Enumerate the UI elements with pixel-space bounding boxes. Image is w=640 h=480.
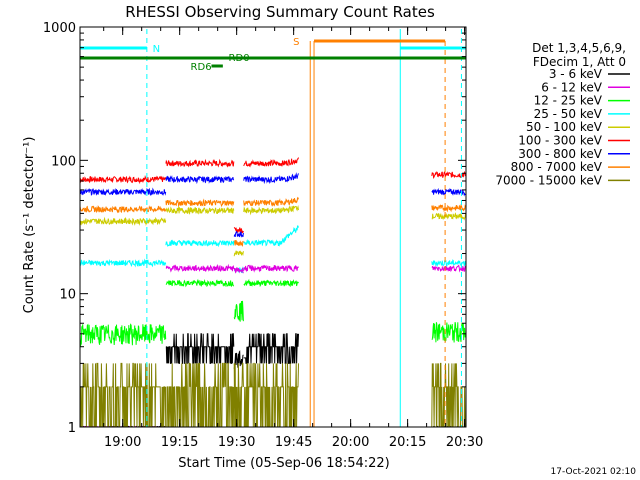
plot-frame [79, 26, 467, 428]
axes: N S RD6 RD0 1 10 100 1000 19:00 19:15 19:30 19:45 20… [43, 21, 483, 450]
x-tick-label: 19:00 [104, 435, 141, 450]
legend-label: 7000 - 15000 keV [495, 173, 602, 187]
legend-label: 6 - 12 keV [541, 80, 603, 94]
x-axis-label: Start Time (05-Sep-06 18:54:22) [178, 456, 389, 471]
x-tick-label: 20:30 [446, 435, 483, 450]
legend-label: 25 - 50 keV [534, 107, 603, 121]
timestamp: 17-Oct-2021 02:10 [551, 467, 637, 477]
rd0-flag-label: RD0 [229, 53, 250, 64]
x-tick-label: 20:00 [332, 435, 369, 450]
series-line-50-100keV [80, 204, 466, 257]
chart-title: RHESSI Observing Summary Count Rates [125, 3, 435, 21]
x-tick-label: 19:15 [161, 435, 198, 450]
series-line-300-800keV [80, 172, 466, 238]
legend-label: 300 - 800 keV [518, 147, 602, 161]
legend-label: 12 - 25 keV [534, 94, 603, 108]
saa-flag-label: S [293, 37, 299, 48]
legend-label: 100 - 300 keV [518, 134, 602, 148]
legend-header-2: FDecim 1, Att 0 [533, 55, 626, 69]
legend-label: 3 - 6 keV [549, 67, 603, 81]
plot-area [80, 29, 466, 427]
series-line-7000-15000keV [80, 362, 466, 427]
y-tick-label: 10 [59, 288, 76, 303]
y-tick-label: 1 [68, 421, 76, 436]
night-flag-label: N [153, 44, 160, 55]
y-tick-label: 100 [51, 154, 76, 169]
legend-label: 800 - 7000 keV [511, 160, 603, 174]
series-line-6-12keV [80, 263, 466, 427]
x-tick-label: 19:30 [218, 435, 255, 450]
series-line-800-7000keV [80, 196, 466, 248]
y-axis-label: Count Rate (s⁻¹ detector⁻¹) [22, 137, 37, 314]
legend-label: 50 - 100 keV [526, 120, 603, 134]
series-line-12-25keV [80, 278, 466, 347]
y-tick-label: 1000 [43, 21, 76, 36]
legend-header-1: Det 1,3,4,5,6,9, [532, 41, 626, 55]
x-tick-label: 19:45 [275, 435, 312, 450]
series-line-100-300keV [80, 157, 466, 234]
rd6-flag-label: RD6 [191, 62, 212, 73]
x-tick-label: 20:15 [389, 435, 426, 450]
